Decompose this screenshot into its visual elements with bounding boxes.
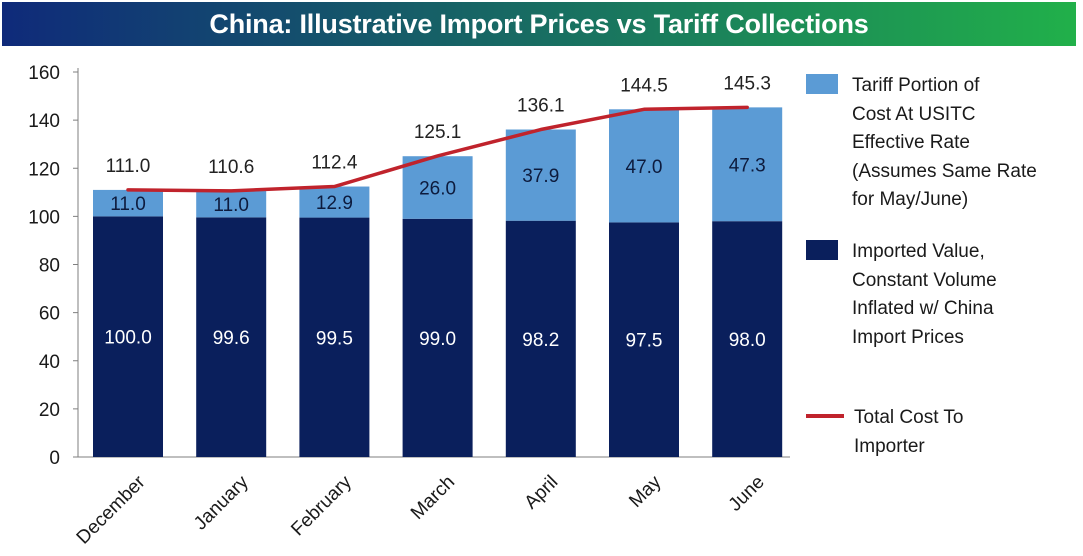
legend-label-tariff: Tariff Portion of Cost At USITC Effectiv… bbox=[852, 72, 1062, 215]
data-label-imported: 99.6 bbox=[213, 328, 250, 349]
x-tick-label: April bbox=[521, 472, 563, 514]
legend-line-text: Tariff Portion of bbox=[852, 75, 980, 96]
legend-line-text: for May/June) bbox=[852, 189, 969, 210]
x-tick-label: May bbox=[625, 471, 666, 512]
data-label-tariff: 47.0 bbox=[626, 157, 663, 178]
bar-tariff bbox=[93, 189, 163, 217]
data-label-total: 110.6 bbox=[208, 157, 254, 178]
legend-swatch-imported bbox=[806, 240, 838, 260]
bar-imported bbox=[712, 221, 783, 457]
data-label-tariff: 47.3 bbox=[729, 155, 766, 176]
y-tick-label: 60 bbox=[39, 304, 60, 325]
legend-swatch-tariff bbox=[806, 74, 838, 94]
legend-line-text: Imported Value, bbox=[852, 241, 985, 262]
y-tick-label: 40 bbox=[39, 352, 60, 373]
data-label-tariff: 11.0 bbox=[110, 194, 146, 215]
data-label-imported: 99.5 bbox=[316, 328, 353, 349]
data-label-total: 145.3 bbox=[723, 73, 771, 94]
bar-tariff bbox=[609, 109, 679, 223]
data-label-imported: 98.0 bbox=[729, 330, 766, 351]
plot-area: 0 20 40 60 80 100 120 140 160 100.0 11.0 111.0 Decem… bbox=[28, 63, 790, 549]
legend-label-total: Total Cost To Importer bbox=[854, 404, 1064, 461]
data-label-tariff: 37.9 bbox=[522, 166, 559, 187]
legend-item-total: Total Cost To Importer bbox=[806, 404, 1064, 461]
y-tick-label: 0 bbox=[49, 448, 60, 469]
legend-line-text: (Assumes Same Rate bbox=[852, 160, 1037, 182]
y-tick-label: 120 bbox=[28, 159, 60, 180]
data-label-total: 144.5 bbox=[620, 75, 668, 96]
y-tick-label: 140 bbox=[28, 111, 60, 132]
y-tick-label: 100 bbox=[28, 207, 60, 228]
legend-item-tariff: Tariff Portion of Cost At USITC Effectiv… bbox=[806, 72, 1062, 215]
bar-tariff bbox=[196, 190, 267, 218]
y-tick-label: 80 bbox=[39, 256, 60, 277]
legend-label-imported: Imported Value, Constant Volume Inflated… bbox=[852, 238, 1062, 352]
x-tick-label: March bbox=[407, 472, 459, 524]
title-background bbox=[2, 2, 1076, 46]
data-label-imported: 100.0 bbox=[104, 328, 152, 349]
data-label-tariff: 26.0 bbox=[419, 179, 456, 200]
data-label-tariff: 12.9 bbox=[316, 193, 353, 214]
x-tick-label: June bbox=[725, 472, 769, 516]
legend-line-text: Inflated w/ China bbox=[852, 298, 994, 319]
title-bar: China: Illustrative Import Prices vs Tar… bbox=[2, 2, 1076, 46]
legend-line-text: Effective Rate bbox=[852, 132, 970, 153]
legend-line-text: Constant Volume bbox=[852, 269, 997, 291]
legend-line-text: Importer bbox=[854, 435, 925, 457]
y-tick-label: 160 bbox=[28, 63, 60, 84]
bar-tariff bbox=[299, 186, 370, 218]
bar-imported bbox=[505, 220, 576, 457]
data-label-total: 112.4 bbox=[311, 153, 358, 174]
data-label-imported: 99.0 bbox=[419, 329, 456, 350]
legend: Tariff Portion of Cost At USITC Effectiv… bbox=[806, 0, 1076, 556]
bar-tariff bbox=[402, 156, 473, 219]
line-total-cost bbox=[126, 105, 749, 193]
x-tick-label: January bbox=[190, 471, 253, 534]
bar-imported bbox=[609, 222, 679, 457]
data-label-tariff: 11.0 bbox=[213, 195, 249, 216]
legend-line-text: Cost At USITC bbox=[852, 103, 976, 125]
bar-imported bbox=[402, 218, 473, 457]
bar-imported bbox=[299, 217, 370, 457]
bar-tariff bbox=[505, 129, 576, 221]
data-label-total: 111.0 bbox=[106, 156, 151, 177]
bar-tariff bbox=[712, 107, 783, 222]
data-label-imported: 97.5 bbox=[626, 331, 663, 352]
x-tick-label: February bbox=[287, 471, 356, 540]
data-label-imported: 98.2 bbox=[522, 330, 559, 351]
data-label-total: 125.1 bbox=[414, 122, 462, 143]
x-tick-label: December bbox=[73, 471, 150, 548]
legend-line-text: Import Prices bbox=[852, 326, 964, 348]
legend-swatch-total bbox=[806, 414, 844, 418]
bar-imported bbox=[196, 217, 267, 457]
bar-imported bbox=[93, 216, 163, 457]
y-tick-label: 20 bbox=[39, 400, 60, 421]
legend-line-text: Total Cost To bbox=[854, 407, 964, 428]
chart-title: China: Illustrative Import Prices vs Tar… bbox=[209, 8, 869, 39]
legend-item-imported: Imported Value, Constant Volume Inflated… bbox=[806, 238, 1062, 352]
data-label-total: 136.1 bbox=[517, 96, 565, 117]
